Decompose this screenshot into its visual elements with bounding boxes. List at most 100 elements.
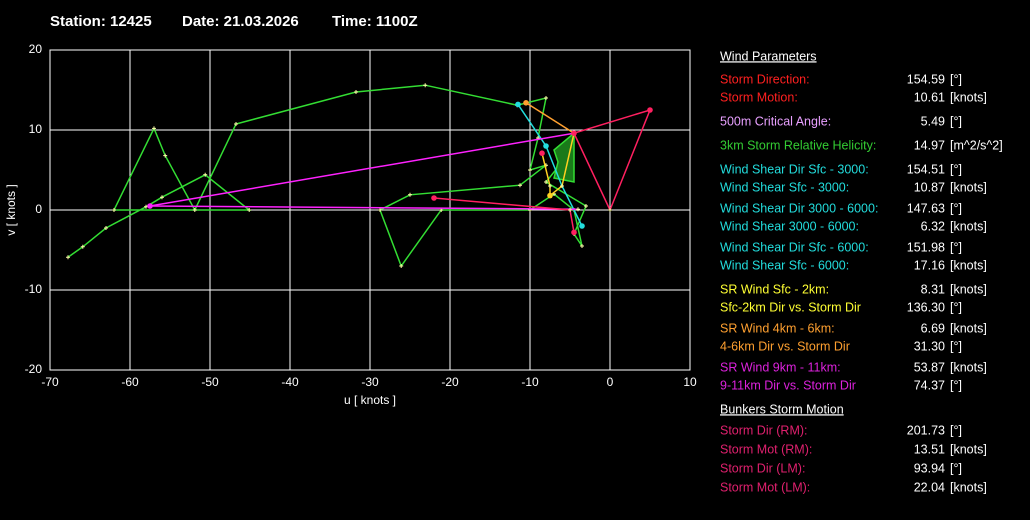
x-tick-label: 10 bbox=[683, 375, 697, 389]
param-unit: [°] bbox=[950, 423, 962, 437]
param-unit: [°] bbox=[950, 201, 962, 215]
param-label: Wind Shear Dir Sfc - 6000: bbox=[720, 240, 869, 254]
vertex-marker bbox=[528, 168, 532, 172]
date: Date: 21.03.2026 bbox=[182, 13, 299, 30]
vertex-marker bbox=[548, 184, 552, 188]
param-unit: [°] bbox=[950, 300, 962, 314]
vertex-marker bbox=[66, 255, 70, 260]
vertex-marker bbox=[112, 208, 116, 212]
y-tick-label: 10 bbox=[29, 122, 43, 136]
y-axis-label: v [ knots ] bbox=[4, 184, 18, 235]
param-unit: [knots] bbox=[950, 321, 987, 335]
hodograph-line bbox=[149, 132, 575, 207]
param-value: 154.51 bbox=[907, 162, 945, 176]
param-value: 201.73 bbox=[907, 423, 945, 437]
station: Station: 12425 bbox=[50, 13, 152, 30]
bunkers-title: Bunkers Storm Motion bbox=[720, 402, 844, 416]
x-tick-label: -10 bbox=[521, 375, 539, 389]
vertex-marker bbox=[544, 96, 548, 100]
vertex-marker bbox=[518, 183, 522, 188]
param-label: Wind Shear Sfc - 6000: bbox=[720, 258, 849, 272]
param-label: Wind Shear Sfc - 3000: bbox=[720, 180, 849, 194]
param-value: 10.61 bbox=[914, 90, 945, 104]
param-unit: [knots] bbox=[950, 282, 987, 296]
param-label: Storm Dir (LM): bbox=[720, 461, 805, 475]
plot-frame bbox=[49, 49, 691, 371]
point bbox=[571, 130, 577, 136]
param-unit: [°] bbox=[950, 240, 962, 254]
x-tick-label: -30 bbox=[361, 375, 379, 389]
param-label: Storm Dir (RM): bbox=[720, 423, 808, 437]
vertex-marker bbox=[576, 207, 580, 212]
point bbox=[539, 150, 545, 156]
vertex-marker bbox=[423, 83, 428, 88]
hodograph-line bbox=[67, 84, 587, 268]
wind-title: Wind Parameters bbox=[720, 49, 817, 63]
vertex-marker bbox=[584, 204, 588, 208]
param-label: Wind Shear Dir Sfc - 3000: bbox=[720, 162, 869, 176]
x-tick-label: -60 bbox=[121, 375, 139, 389]
point bbox=[547, 192, 553, 199]
time: Time: 1100Z bbox=[332, 13, 418, 30]
x-tick-label: -50 bbox=[201, 375, 219, 389]
param-unit: [°] bbox=[950, 378, 962, 392]
vertex-marker bbox=[378, 208, 382, 212]
param-value: 151.98 bbox=[907, 240, 945, 254]
point bbox=[571, 229, 577, 236]
param-label: Wind Shear Dir 3000 - 6000: bbox=[720, 201, 878, 215]
param-label: 500m Critical Angle: bbox=[720, 114, 831, 128]
vertex-marker bbox=[247, 208, 252, 212]
vertex-marker bbox=[354, 90, 358, 94]
vertex-marker bbox=[203, 172, 208, 177]
param-unit: [knots] bbox=[950, 480, 987, 494]
param-value: 136.30 bbox=[907, 300, 945, 314]
vertex-marker bbox=[152, 126, 156, 131]
point bbox=[515, 101, 521, 108]
param-label: Storm Mot (LM): bbox=[720, 480, 810, 494]
param-value: 5.49 bbox=[921, 114, 945, 128]
param-value: 93.94 bbox=[914, 461, 945, 475]
param-value: 17.16 bbox=[914, 258, 945, 272]
x-tick-label: -70 bbox=[41, 375, 59, 389]
param-label: Storm Direction: bbox=[720, 72, 810, 86]
y-tick-label: -20 bbox=[25, 362, 43, 376]
x-tick-label: 0 bbox=[607, 375, 614, 389]
param-label: Wind Shear 3000 - 6000: bbox=[720, 219, 859, 233]
param-label: Storm Mot (RM): bbox=[720, 442, 812, 456]
vertex-marker bbox=[580, 244, 584, 248]
vertex-marker bbox=[568, 208, 572, 212]
x-tick-label: -20 bbox=[441, 375, 459, 389]
param-unit: [knots] bbox=[950, 258, 987, 272]
point bbox=[579, 223, 585, 229]
param-unit: [knots] bbox=[950, 360, 987, 374]
param-value: 13.51 bbox=[914, 442, 945, 456]
param-value: 53.87 bbox=[914, 360, 945, 374]
param-unit: [knots] bbox=[950, 90, 987, 104]
param-value: 22.04 bbox=[914, 480, 945, 494]
point bbox=[431, 195, 437, 201]
y-tick-label: 0 bbox=[35, 202, 42, 216]
x-tick-label: -40 bbox=[281, 375, 299, 389]
param-value: 6.32 bbox=[921, 219, 945, 233]
point bbox=[543, 143, 549, 149]
param-unit: [knots] bbox=[950, 442, 987, 456]
param-value: 154.59 bbox=[907, 72, 945, 86]
param-unit: [°] bbox=[950, 461, 962, 475]
vertex-marker bbox=[608, 208, 612, 212]
param-value: 8.31 bbox=[921, 282, 945, 296]
param-value: 74.37 bbox=[914, 378, 945, 392]
param-unit: [knots] bbox=[950, 180, 987, 194]
y-tick-label: -10 bbox=[25, 282, 43, 296]
point bbox=[523, 100, 529, 106]
param-label: SR Wind 9km - 11km: bbox=[720, 360, 841, 374]
vertex-marker bbox=[163, 153, 168, 158]
param-unit: [°] bbox=[950, 162, 962, 176]
hodograph-line bbox=[572, 108, 652, 211]
param-value: 147.63 bbox=[907, 201, 945, 215]
x-axis-label: u [ knots ] bbox=[344, 393, 396, 407]
vertex-marker bbox=[234, 122, 238, 126]
vertex-marker bbox=[399, 264, 404, 268]
param-unit: [°] bbox=[950, 72, 962, 86]
param-label: Storm Motion: bbox=[720, 90, 798, 104]
